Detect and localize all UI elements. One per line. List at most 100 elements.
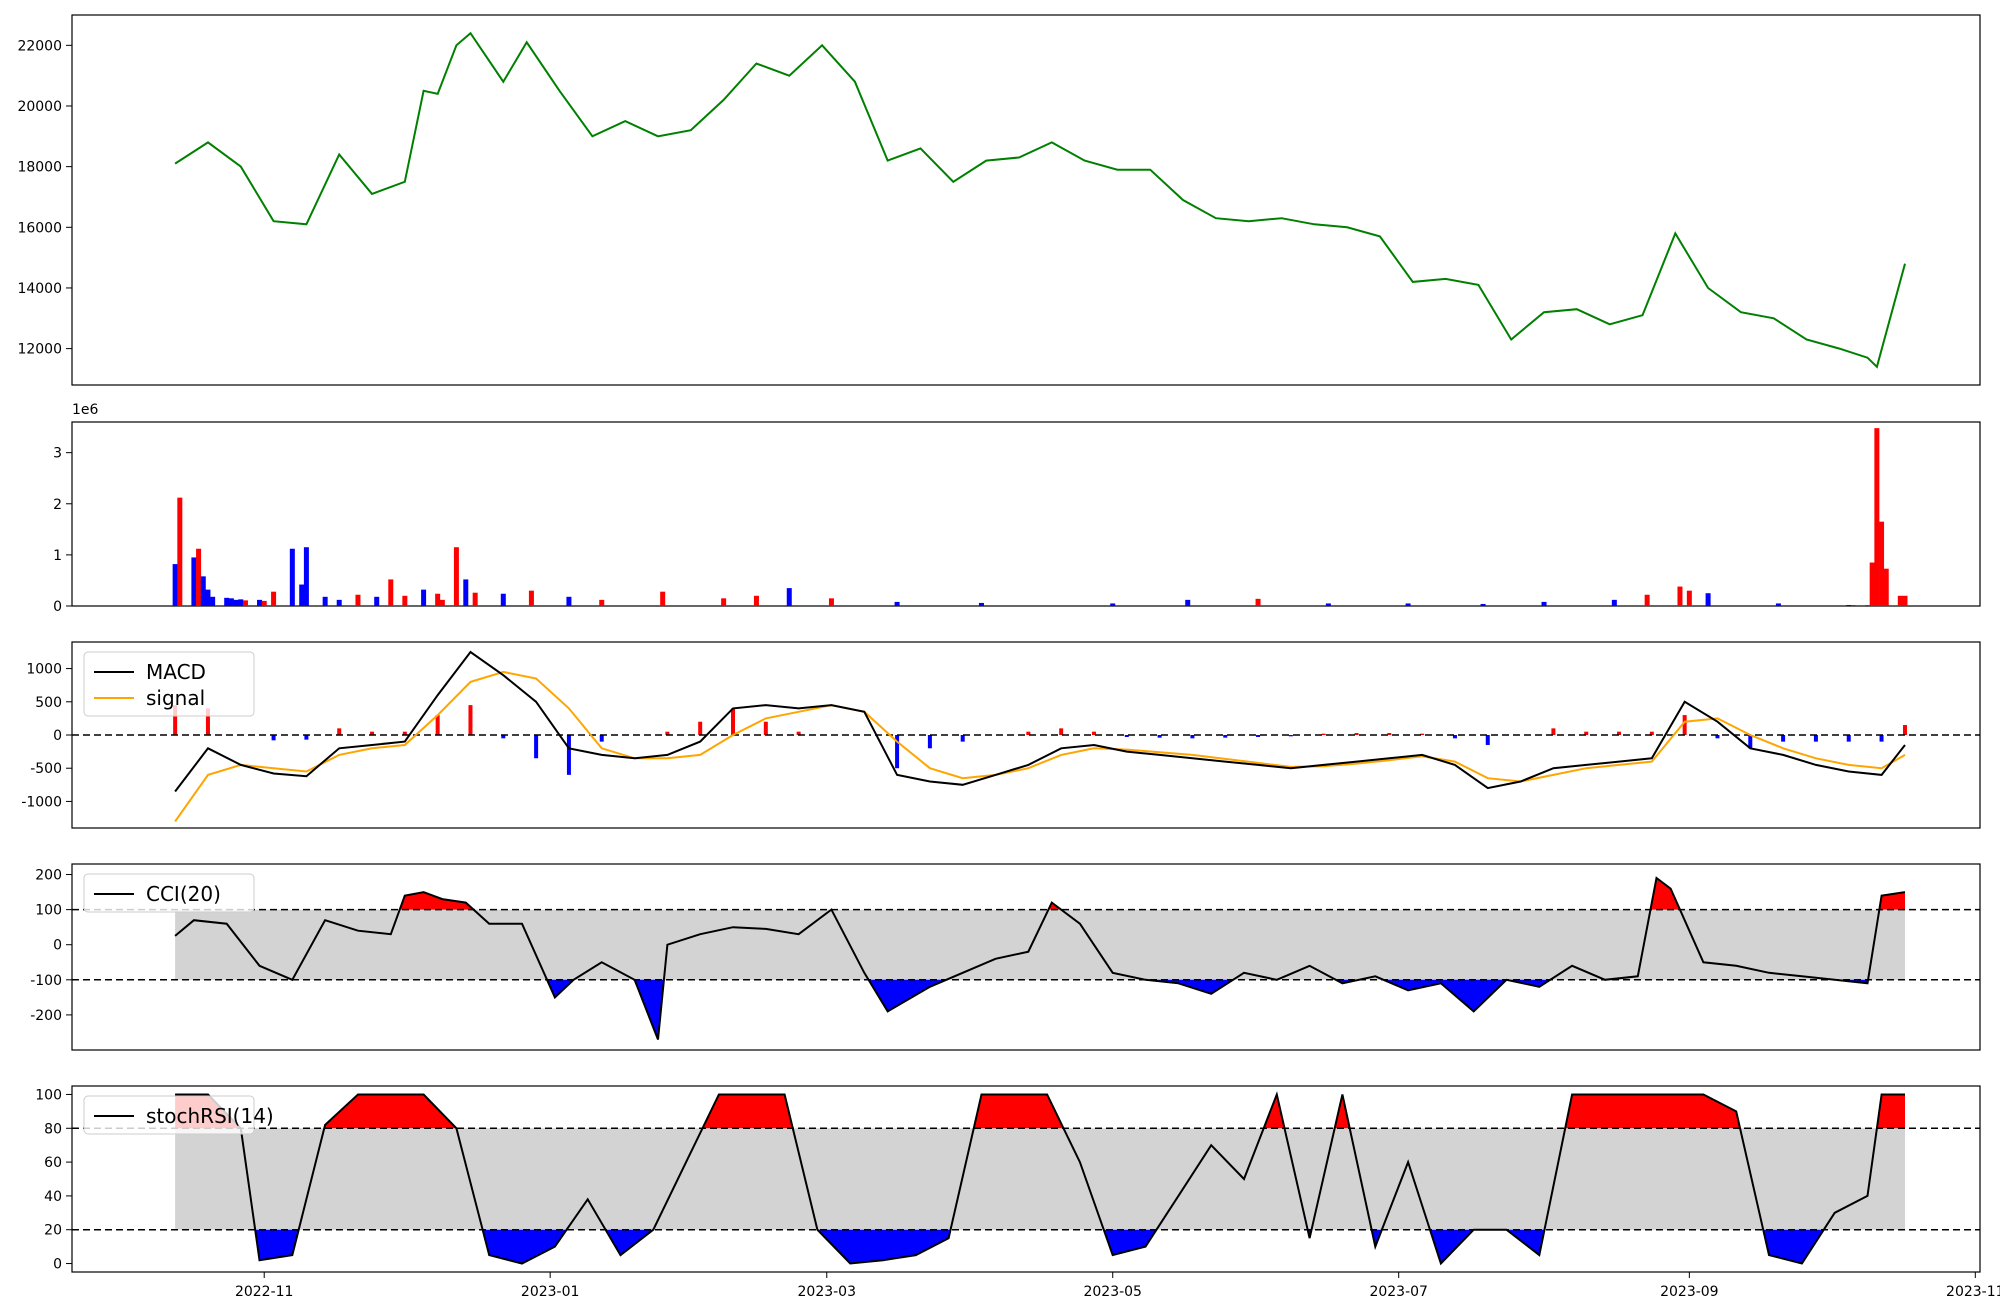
volume-frame [71, 421, 1981, 607]
volume-bar [1644, 594, 1650, 606]
cci-ytick-label: 100 [35, 903, 62, 919]
cci-line [174, 876, 1906, 1040]
price-ytick-label: 22000 [17, 38, 62, 54]
volume-bar [242, 600, 248, 606]
cci-overbought-fill [1879, 892, 1905, 910]
cci-frame [71, 863, 1981, 1051]
macd-histogram-bar [1354, 733, 1359, 735]
cci-legend-label: CCI(20) [146, 882, 221, 906]
volume-bar [1611, 599, 1617, 606]
volume-bar [1879, 521, 1885, 606]
macd-histogram-bar [566, 735, 571, 775]
macd-histogram-bar [1748, 735, 1753, 749]
macd-histogram-bar [599, 735, 604, 742]
cci-oversold-fill [634, 979, 664, 1040]
volume-bar [786, 588, 792, 606]
macd-histogram-bar [960, 735, 965, 742]
volume-bar [1869, 562, 1875, 606]
volume-ytick-label: 0 [53, 599, 62, 615]
macd-histogram-bar [1584, 731, 1589, 735]
macd-ytick-label: 1000 [26, 662, 62, 678]
cci-oversold-fill [1383, 979, 1551, 1012]
macd-histogram-bar [1452, 735, 1457, 739]
macd-histogram-bar [1551, 728, 1556, 735]
volume-bar [463, 579, 469, 606]
cci-overbought-fill [1650, 878, 1680, 910]
macd-histogram-bar [927, 735, 932, 749]
stochrsi-ytick-label: 80 [44, 1121, 62, 1137]
macd-histogram-bar [665, 731, 670, 735]
macd-histogram-bar [1485, 735, 1490, 745]
stochrsi-overbought-fill [1876, 1094, 1905, 1129]
x-tick-label: 2023-03 [798, 1284, 857, 1300]
volume-bar [566, 596, 572, 606]
macd-histogram-bar [173, 705, 178, 735]
macd-histogram-bar [1157, 735, 1162, 738]
stochrsi-overbought-fill [324, 1094, 457, 1129]
volume-bar [894, 601, 900, 606]
volume-bar [978, 602, 984, 606]
volume-bar [1897, 595, 1903, 606]
volume-bar [224, 597, 230, 606]
volume-bar [1864, 604, 1870, 606]
macd-histogram-bar [337, 728, 342, 735]
volume-bar [303, 547, 309, 606]
price-frame [71, 14, 1981, 386]
volume-bar [374, 596, 380, 606]
volume-bar [1902, 595, 1908, 606]
stochrsi-overbought-fill [1565, 1094, 1741, 1129]
volume-bar [322, 596, 328, 606]
macd-histogram-bar [1649, 731, 1654, 735]
stochrsi-oversold-fill [1763, 1229, 1824, 1264]
cci-oversold-fill [1145, 979, 1234, 994]
volume-bar [721, 598, 727, 606]
macd-histogram-bar [796, 731, 801, 735]
x-tick-label: 2023-05 [1083, 1284, 1142, 1300]
stochrsi-ytick-label: 40 [44, 1189, 62, 1205]
macd-histogram-bar [1846, 735, 1851, 742]
macd-histogram-bar [698, 721, 703, 735]
volume-bar [660, 591, 666, 606]
price-ytick-label: 14000 [17, 281, 62, 297]
volume-bar [289, 548, 295, 606]
volume-bar [1850, 604, 1856, 606]
volume-bar [1541, 601, 1547, 606]
stochrsi-overbought-fill [1263, 1094, 1285, 1129]
macd-histogram-bar [370, 731, 375, 735]
volume-bar [1480, 603, 1486, 606]
signal-line [174, 670, 1906, 822]
macd-histogram-bar [1715, 735, 1720, 739]
stochrsi-ytick-label: 60 [44, 1155, 62, 1171]
macd-histogram-bar [304, 735, 309, 740]
volume-bar [299, 584, 305, 606]
price-ytick-label: 12000 [17, 342, 62, 358]
volume-bar [1686, 590, 1692, 606]
volume-ytick-label: 2 [53, 497, 62, 513]
macd-histogram-bar [501, 735, 506, 739]
macd-histogram-bar [731, 708, 736, 735]
macd-ytick-label: 0 [53, 728, 62, 744]
volume-bar [261, 600, 267, 606]
price-ytick-label: 18000 [17, 160, 62, 176]
volume-bar [1677, 586, 1683, 606]
macd-histogram-bar [1879, 735, 1884, 742]
macd-legend-label: signal [146, 686, 205, 710]
macd-histogram-bar [1813, 735, 1818, 742]
x-tick-label: 2023-07 [1369, 1284, 1428, 1300]
cci-ytick-label: -200 [30, 1008, 62, 1024]
stochrsi-oversold-fill [1429, 1229, 1545, 1264]
macd-line [174, 650, 1906, 793]
macd-histogram-bar [1026, 731, 1031, 735]
macd-histogram-bar [1387, 733, 1392, 735]
volume-bar [191, 557, 197, 606]
macd-histogram-bar [402, 731, 407, 735]
volume-bar [599, 599, 605, 606]
stochrsi-overbought-fill [973, 1094, 1064, 1129]
macd-ytick-label: -1000 [21, 794, 62, 810]
stochrsi-overbought-fill [702, 1094, 793, 1129]
macd-histogram-bar [534, 735, 539, 759]
macd-histogram-bar [1124, 735, 1129, 737]
volume-bar [453, 547, 459, 606]
volume-bar [1846, 604, 1852, 606]
